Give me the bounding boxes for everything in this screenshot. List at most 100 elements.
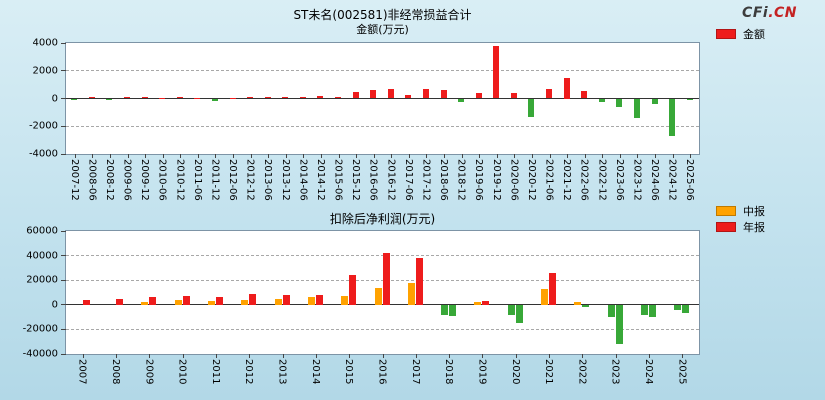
y-tick-label: -4000 bbox=[28, 148, 58, 160]
x-tick-mark bbox=[268, 154, 270, 158]
x-tick-mark bbox=[382, 354, 384, 358]
bottom-chart-legend: 中报 年报 bbox=[716, 203, 765, 235]
bar-金额-2024-12 bbox=[669, 98, 676, 136]
bar-中报-2016 bbox=[374, 287, 382, 305]
x-tick-mark bbox=[584, 154, 586, 158]
y-tick-mark bbox=[61, 70, 66, 72]
x-tick-mark bbox=[180, 154, 182, 158]
x-tick-label: 2012 bbox=[243, 359, 255, 385]
x-tick-mark bbox=[496, 154, 498, 158]
x-tick-label: 2020-12 bbox=[525, 159, 537, 201]
x-tick-label: 2019-12 bbox=[490, 159, 502, 201]
x-tick-label: 2014 bbox=[309, 359, 321, 385]
x-tick-mark bbox=[682, 354, 684, 358]
bar-中报-2012 bbox=[241, 300, 249, 305]
x-tick-mark bbox=[109, 154, 111, 158]
bar-年报-2017 bbox=[415, 258, 423, 305]
x-tick-mark bbox=[615, 354, 617, 358]
x-tick-label: 2013 bbox=[276, 359, 288, 385]
x-tick-label: 2012-06 bbox=[227, 159, 239, 201]
x-tick-mark bbox=[549, 154, 551, 158]
x-tick-label: 2012-12 bbox=[244, 159, 256, 201]
top-chart-title: ST未名(002581)非经常损益合计 bbox=[293, 8, 472, 22]
bar-金额-2017-12 bbox=[422, 88, 429, 99]
x-tick-label: 2014-06 bbox=[297, 159, 309, 201]
x-tick-label: 2019-06 bbox=[473, 159, 485, 201]
x-tick-mark bbox=[74, 154, 76, 158]
y-tick-label: -40000 bbox=[22, 348, 58, 360]
x-tick-label: 2008-12 bbox=[103, 159, 115, 201]
x-tick-mark bbox=[567, 154, 569, 158]
x-tick-mark bbox=[149, 354, 151, 358]
y-tick-mark bbox=[61, 153, 66, 155]
y-tick-label: -2000 bbox=[28, 120, 58, 132]
bar-年报-2015 bbox=[349, 275, 357, 305]
bar-金额-2019-06 bbox=[475, 92, 482, 99]
bar-年报-2024 bbox=[649, 304, 657, 318]
y-tick-mark bbox=[61, 328, 66, 330]
x-tick-label: 2013-06 bbox=[262, 159, 274, 201]
x-tick-mark bbox=[373, 154, 375, 158]
x-tick-label: 2024-12 bbox=[666, 159, 678, 201]
x-tick-label: 2009-12 bbox=[139, 159, 151, 201]
bar-中报-2021 bbox=[541, 288, 549, 305]
x-tick-label: 2019 bbox=[476, 359, 488, 385]
bar-年报-2013 bbox=[282, 294, 290, 305]
x-tick-mark bbox=[531, 154, 533, 158]
legend-item: 中报 bbox=[716, 203, 765, 219]
bottom-chart-plot-area: 60000 40000 20000 0 -20000 -40000 2007 2008 2009… bbox=[23, 226, 700, 384]
y-tick-label: 4000 bbox=[32, 37, 58, 49]
zero-line bbox=[66, 304, 699, 306]
bar-中报-2022 bbox=[574, 301, 582, 305]
bar-年报-2014 bbox=[315, 294, 323, 305]
y-tick-mark bbox=[61, 279, 66, 281]
x-tick-label: 2011-12 bbox=[209, 159, 221, 201]
top-chart-legend: 金额 bbox=[716, 26, 765, 42]
bar-年报-2008 bbox=[115, 299, 123, 305]
cfi-logo: CFi.CN bbox=[742, 5, 797, 21]
x-tick-mark bbox=[338, 154, 340, 158]
x-tick-label: 2021-12 bbox=[561, 159, 573, 201]
x-tick-mark bbox=[249, 354, 251, 358]
x-tick-mark bbox=[197, 154, 199, 158]
bar-年报-2021 bbox=[549, 272, 557, 305]
bar-中报-2013 bbox=[274, 299, 282, 305]
x-tick-mark bbox=[515, 354, 517, 358]
x-tick-mark bbox=[92, 154, 94, 158]
y-tick-label: -20000 bbox=[22, 323, 58, 335]
x-tick-label: 2022-12 bbox=[596, 159, 608, 201]
bar-年报-2011 bbox=[215, 296, 223, 305]
bar-金额-2012-06 bbox=[229, 97, 236, 99]
top-chart-subtitle: 金额(万元) bbox=[356, 23, 409, 36]
bar-中报-2024 bbox=[641, 304, 649, 315]
x-tick-mark bbox=[233, 154, 235, 158]
y-tick-label: 60000 bbox=[26, 225, 58, 237]
x-tick-label: 2024 bbox=[643, 359, 655, 385]
x-tick-mark bbox=[415, 354, 417, 358]
y-tick-mark bbox=[61, 42, 66, 44]
x-tick-label: 2020 bbox=[509, 359, 521, 385]
bar-金额-2014-12 bbox=[317, 96, 324, 99]
x-tick-label: 2015-06 bbox=[332, 159, 344, 201]
x-tick-mark bbox=[602, 154, 604, 158]
x-tick-mark bbox=[356, 154, 358, 158]
legend-swatch bbox=[716, 29, 736, 39]
x-tick-mark bbox=[215, 354, 217, 358]
bar-金额-2011-06 bbox=[194, 97, 201, 99]
top-chart-plot-area: 4000 2000 0 -2000 -4000 2007-12 2008-06 2008-12… bbox=[29, 38, 700, 201]
x-tick-label: 2021-06 bbox=[543, 159, 555, 201]
x-tick-mark bbox=[619, 154, 621, 158]
bar-金额-2015-12 bbox=[352, 92, 359, 99]
bar-金额-2009-06 bbox=[124, 97, 131, 99]
x-tick-mark bbox=[127, 154, 129, 158]
x-tick-mark bbox=[115, 354, 117, 358]
x-tick-mark bbox=[145, 154, 147, 158]
x-tick-label: 2009-06 bbox=[121, 159, 133, 201]
x-tick-label: 2025 bbox=[676, 359, 688, 385]
bar-金额-2017-06 bbox=[405, 94, 412, 99]
x-tick-mark bbox=[549, 354, 551, 358]
bar-金额-2016-06 bbox=[370, 89, 377, 99]
x-tick-label: 2016 bbox=[376, 359, 388, 385]
bar-金额-2022-12 bbox=[598, 98, 605, 103]
y-tick-mark bbox=[61, 304, 66, 306]
